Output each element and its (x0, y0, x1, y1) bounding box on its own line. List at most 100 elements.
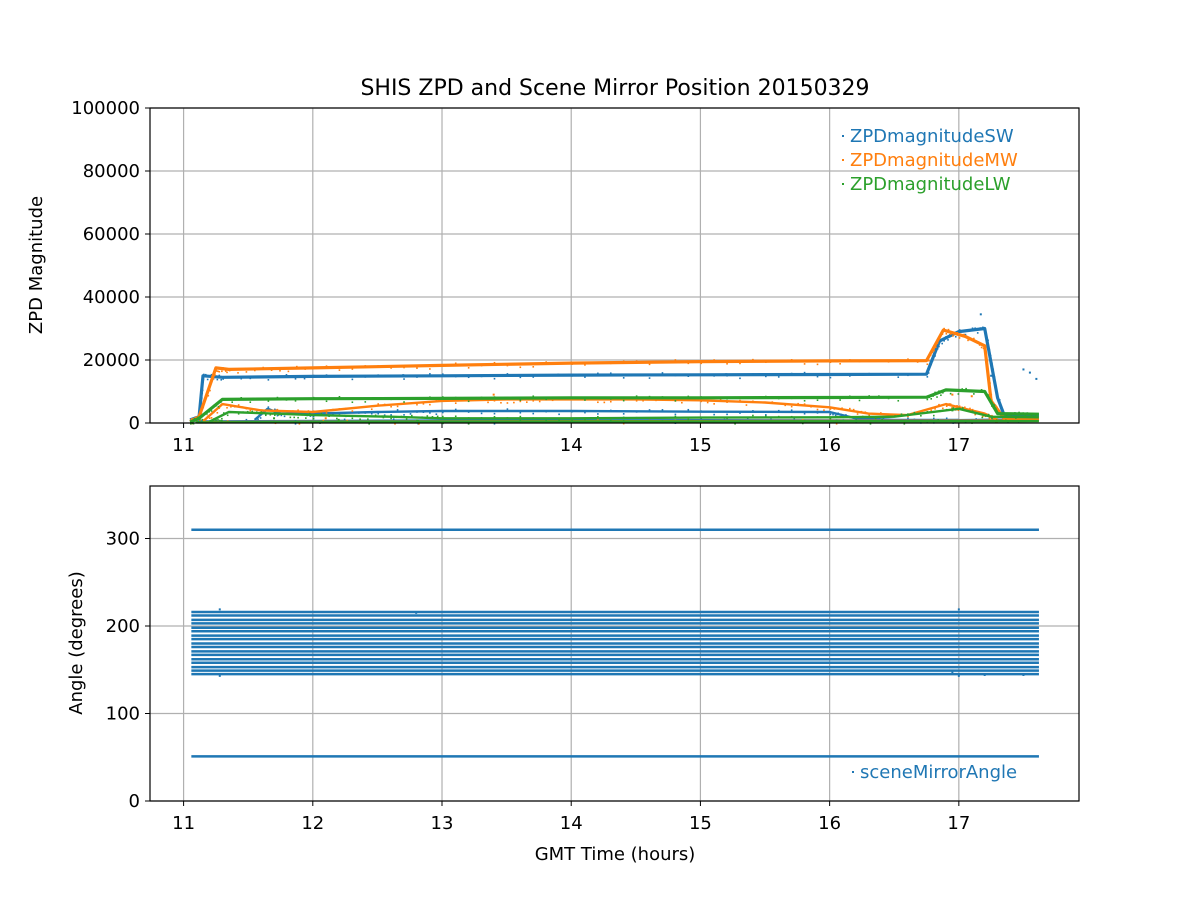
data-point (790, 405, 793, 408)
data-point (975, 418, 977, 420)
data-point (816, 408, 819, 411)
data-point (938, 345, 940, 348)
data-point (985, 337, 988, 340)
data-point (1010, 412, 1012, 415)
data-point (442, 365, 444, 367)
data-point (202, 381, 204, 383)
data-point (943, 327, 945, 330)
data-point (467, 376, 470, 379)
data-point (953, 406, 956, 408)
data-point (855, 419, 858, 421)
data-point (882, 417, 885, 420)
data-point (1001, 410, 1004, 413)
data-point (971, 339, 973, 341)
data-point (305, 417, 307, 419)
data-point (442, 396, 444, 398)
data-point (943, 340, 945, 342)
data-point (292, 410, 294, 412)
data-point (933, 349, 935, 352)
data-point (351, 410, 354, 412)
data-point (868, 414, 870, 417)
data-point (687, 408, 690, 411)
data-point (863, 417, 865, 420)
data-point (1022, 674, 1025, 676)
data-point (338, 369, 341, 371)
data-point (240, 397, 243, 399)
data-point (674, 374, 677, 377)
data-point (777, 376, 780, 378)
data-point (584, 418, 586, 421)
data-point (201, 392, 204, 395)
data-point (839, 362, 841, 365)
data-point (215, 419, 217, 422)
x-tick-label: 13 (431, 435, 454, 456)
data-point (745, 404, 748, 406)
data-point (874, 417, 877, 420)
data-point (377, 397, 380, 400)
y-tick-label: 200 (106, 616, 140, 637)
data-point (926, 363, 929, 366)
data-point (938, 337, 940, 339)
data-point (418, 423, 420, 425)
data-point (622, 413, 625, 415)
data-point (218, 608, 221, 611)
data-point (258, 398, 261, 400)
legend-label: ZPDmagnitudeSW (850, 126, 1014, 147)
data-point (934, 408, 936, 410)
data-point (416, 397, 418, 399)
y-tick-label: 0 (129, 791, 140, 812)
data-point (1005, 414, 1008, 416)
data-point (410, 414, 413, 417)
data-point (209, 389, 211, 392)
x-tick-label: 17 (947, 813, 970, 834)
data-point (377, 365, 380, 367)
data-point (204, 373, 207, 376)
data-point (338, 395, 341, 398)
data-point (431, 416, 434, 418)
data-point (597, 420, 599, 423)
data-point (852, 408, 855, 411)
data-point (834, 414, 837, 417)
data-point (939, 340, 942, 343)
data-point (989, 401, 992, 403)
data-point (487, 401, 489, 404)
data-point (765, 415, 767, 418)
y-tick-label: 100000 (71, 98, 140, 119)
data-point (218, 374, 221, 377)
data-point (816, 412, 819, 414)
data-point (980, 346, 983, 349)
data-point (454, 362, 457, 365)
axes-frame (149, 107, 1080, 424)
data-point (312, 366, 315, 369)
data-point (208, 375, 211, 378)
data-point (907, 396, 909, 399)
data-point (400, 415, 403, 418)
data-point (1022, 368, 1025, 371)
data-point (206, 413, 208, 415)
data-point (934, 346, 937, 349)
data-point (997, 408, 1000, 411)
data-point (584, 411, 586, 414)
data-point (635, 373, 638, 376)
data-point (974, 412, 977, 415)
data-point (519, 376, 522, 379)
series-ZPDmagnitudeLW (189, 387, 1039, 425)
data-point (984, 344, 987, 347)
data-point (971, 408, 974, 411)
data-point (281, 412, 284, 415)
data-point (242, 411, 244, 413)
data-point (207, 394, 210, 397)
data-point (982, 347, 985, 350)
data-point (519, 399, 522, 402)
data-point (328, 415, 330, 418)
data-point (803, 412, 806, 415)
data-point (907, 374, 909, 377)
data-point (931, 360, 934, 362)
y-axis-label-angle: Angle (degrees) (66, 571, 87, 714)
data-point (223, 367, 226, 370)
data-point (790, 372, 793, 375)
data-point (1029, 416, 1031, 418)
data-point (210, 417, 213, 419)
data-point (429, 373, 431, 375)
